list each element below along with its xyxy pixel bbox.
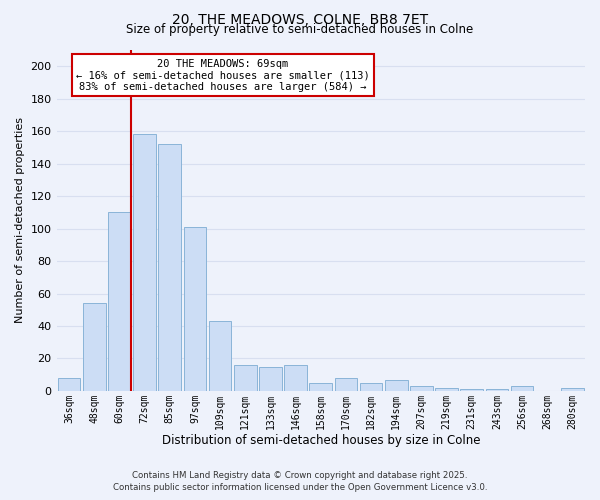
- Bar: [209, 321, 232, 391]
- Bar: [460, 390, 483, 391]
- Bar: [360, 383, 382, 391]
- Bar: [108, 212, 131, 391]
- Bar: [385, 380, 407, 391]
- Text: Size of property relative to semi-detached houses in Colne: Size of property relative to semi-detach…: [127, 22, 473, 36]
- Bar: [410, 386, 433, 391]
- Text: Contains HM Land Registry data © Crown copyright and database right 2025.
Contai: Contains HM Land Registry data © Crown c…: [113, 471, 487, 492]
- Bar: [158, 144, 181, 391]
- Bar: [234, 365, 257, 391]
- Text: 20 THE MEADOWS: 69sqm
← 16% of semi-detached houses are smaller (113)
83% of sem: 20 THE MEADOWS: 69sqm ← 16% of semi-deta…: [76, 58, 370, 92]
- Bar: [284, 365, 307, 391]
- Bar: [511, 386, 533, 391]
- Bar: [58, 378, 80, 391]
- Bar: [259, 366, 282, 391]
- Bar: [133, 134, 156, 391]
- Bar: [485, 390, 508, 391]
- Bar: [310, 383, 332, 391]
- Bar: [435, 388, 458, 391]
- Text: 20, THE MEADOWS, COLNE, BB8 7ET: 20, THE MEADOWS, COLNE, BB8 7ET: [172, 12, 428, 26]
- Bar: [335, 378, 357, 391]
- Bar: [184, 227, 206, 391]
- X-axis label: Distribution of semi-detached houses by size in Colne: Distribution of semi-detached houses by …: [161, 434, 480, 448]
- Bar: [83, 304, 106, 391]
- Bar: [561, 388, 584, 391]
- Y-axis label: Number of semi-detached properties: Number of semi-detached properties: [15, 118, 25, 324]
